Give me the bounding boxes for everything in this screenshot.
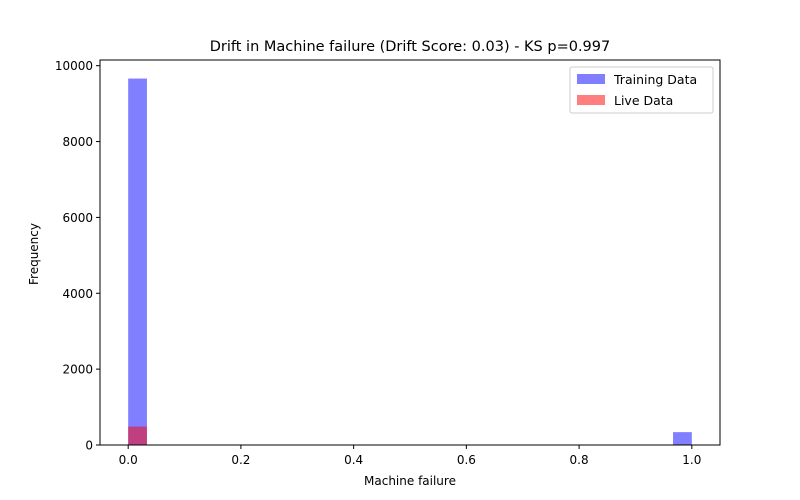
- plot-frame: [99, 59, 721, 446]
- x-tick-label: 0.4: [344, 453, 363, 467]
- bar-series-1-bin-0: [128, 426, 147, 445]
- x-tick-label: 0.8: [570, 453, 589, 467]
- x-tick-label: 0.6: [457, 453, 476, 467]
- x-tick-label: 1.0: [682, 453, 701, 467]
- y-tick-label: 2000: [62, 363, 93, 377]
- legend-label-0: Training Data: [613, 72, 697, 87]
- y-tick-label: 0: [85, 439, 93, 453]
- bars-layer: [128, 78, 692, 446]
- legend-swatch-1: [577, 95, 605, 105]
- axes-layer: 0.0 0.2 0.4 0.6 0.8 1.0 0 2000 4000 6000 8000 10000: [55, 59, 721, 467]
- y-tick-label: 4000: [62, 287, 93, 301]
- x-tick-label: 0.2: [231, 453, 250, 467]
- bar-series-0-bin-1: [673, 432, 692, 445]
- bar-series-0-bin-0: [128, 78, 147, 446]
- legend-box: [569, 66, 714, 114]
- y-axis-label: Frequency: [27, 223, 41, 285]
- legend-label-1: Live Data: [614, 93, 673, 108]
- x-tick-label: 0.0: [119, 453, 138, 467]
- legend-swatch-0: [577, 74, 605, 84]
- chart-title: Drift in Machine failure (Drift Score: 0…: [210, 39, 611, 55]
- y-tick-label: 6000: [62, 211, 93, 225]
- y-tick-label: 10000: [55, 59, 93, 73]
- y-tick-label: 8000: [62, 135, 93, 149]
- legend: Training Data Live Data: [569, 66, 714, 114]
- x-axis-label: Machine failure: [364, 474, 456, 488]
